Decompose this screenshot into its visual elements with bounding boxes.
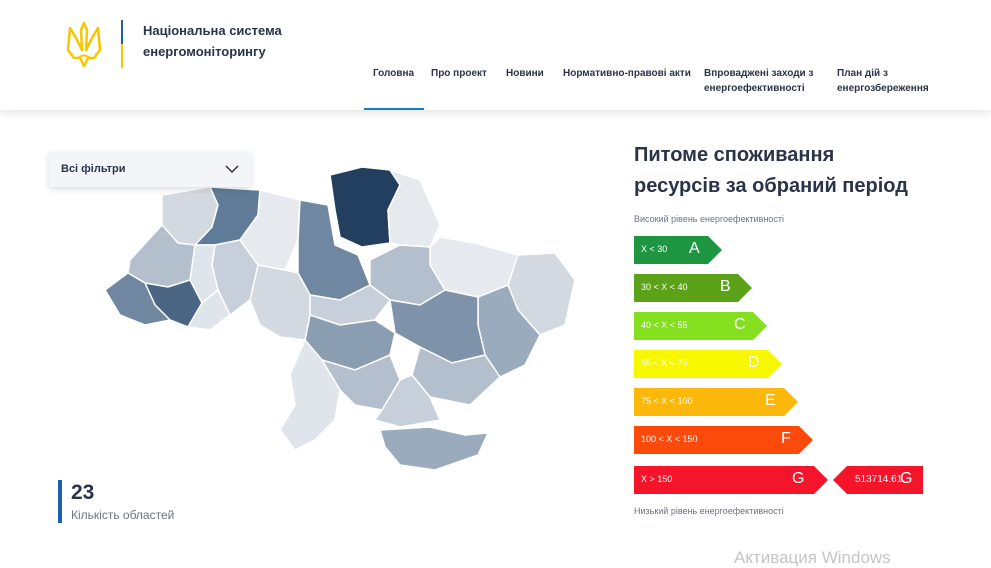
region-zakarpattia[interactable] [104,272,172,326]
nav-item-label-line2: енергозбереження [837,83,929,94]
site-title-line2: енергомоніторингу [143,44,266,59]
trident-logo-icon[interactable] [64,20,104,70]
nav-item-label: Про проект [431,68,487,79]
result-letter: G [900,470,913,487]
energy-arrow-e [634,388,798,416]
energy-letter: G [792,470,805,487]
energy-range: 100 < X < 150 [641,434,698,444]
panel-title-line2: ресурсів за обраний період [634,175,908,197]
filter-dropdown[interactable]: Всі фільтри [49,152,251,187]
energy-range: 40 < X < 55 [641,320,688,330]
region-odesa[interactable] [279,338,341,451]
nav-item-about[interactable]: Про проект [431,66,487,81]
energy-arrow-f [634,426,813,454]
nav-item-label: План дій з [837,68,888,79]
nav-item-action-plan[interactable]: План дій з енергозбереження [837,66,929,96]
energy-letter: D [748,354,760,371]
nav-item-label: Нормативно-правові акти [563,68,691,79]
high-efficiency-label: Високий рівень енергоефективності [634,214,785,224]
energy-letter: F [781,430,791,447]
energy-range: 75 < X < 100 [641,396,693,406]
energy-arrow-a [634,236,722,264]
nav-item-label: Головна [373,68,415,79]
region-crimea[interactable] [379,426,490,471]
energy-letter: E [765,392,776,409]
nav-item-news[interactable]: Новини [506,66,544,81]
energy-range: 30 < X < 40 [641,282,688,292]
nav-item-legal-acts[interactable]: Нормативно-правові акти [563,66,691,81]
site-header: Національна система енергомоніторингу Го… [0,0,991,110]
windows-activation-watermark: Активация Windows [734,548,891,567]
nav-item-home[interactable]: Головна [363,66,425,110]
site-title-line1: Національна система [143,23,282,38]
energy-arrow-g [634,466,828,494]
logo-divider [121,20,123,68]
energy-arrow-c [634,312,767,340]
energy-letter: A [689,240,700,257]
nav-item-implemented-measures[interactable]: Впроваджені заходи з енергоефективності [704,66,813,96]
region-count-label: Кількість областей [71,508,175,522]
result-arrow [833,466,923,494]
panel-title: Питоме споживання ресурсів за обраний пе… [634,140,934,202]
ukraine-map [104,166,576,471]
nav-item-label: Впроваджені заходи з [704,68,814,79]
energy-letter: C [734,316,746,333]
region-vinnytsia[interactable] [249,264,311,341]
energy-letter: B [720,278,731,295]
region-count: 23 [71,481,95,504]
site-title[interactable]: Національна система енергомоніторингу [143,20,313,62]
region-chernivtsi[interactable] [186,288,231,331]
nav-item-label: Новини [506,68,544,79]
energy-arrow-b [634,274,752,302]
stat-accent-bar [58,480,62,523]
result-indicator: 513714.61 G [833,466,923,494]
region-dnipro[interactable] [389,289,486,364]
low-efficiency-label: Низький рівень енергоефективності [634,506,784,516]
chevron-down-icon [225,165,239,174]
filter-label: Всі фільтри [61,163,126,175]
energy-range: 55 < X < 75 [641,358,688,368]
energy-range: X < 30 [641,244,668,254]
nav-item-label-line2: енергоефективності [704,83,805,94]
region-kherson[interactable] [373,374,442,428]
energy-arrow-d [634,350,782,378]
result-value: 513714.61 [855,474,903,485]
energy-range: X > 150 [641,474,673,484]
panel-title-line1: Питоме споживання [634,144,835,166]
